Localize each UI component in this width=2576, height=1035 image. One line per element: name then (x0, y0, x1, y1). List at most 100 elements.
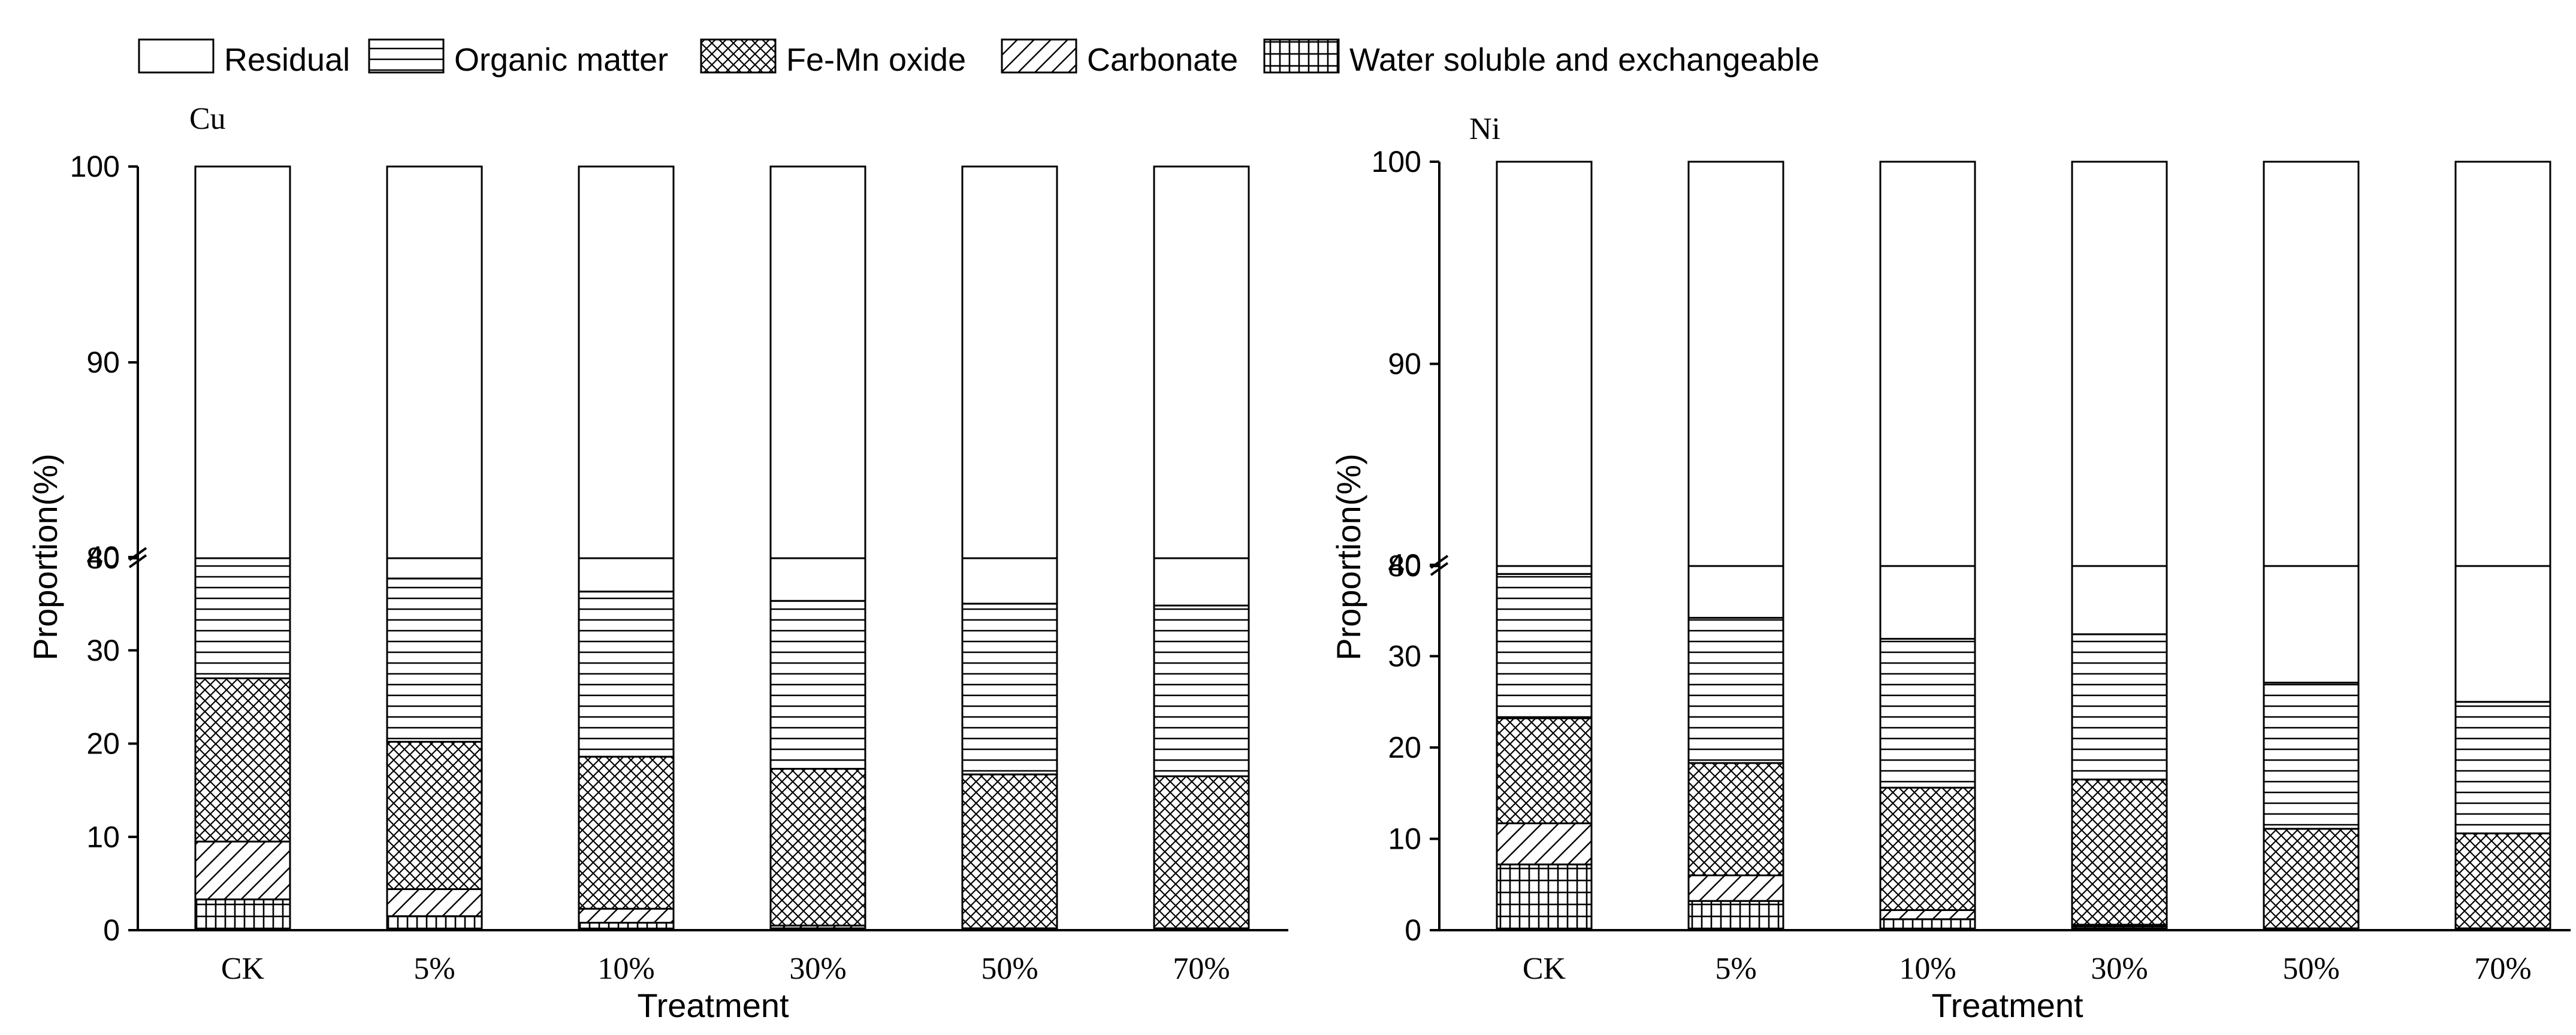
bar-segment-residual (1687, 564, 1784, 619)
bar-30 (769, 165, 866, 931)
x-tick-label: 50% (2282, 952, 2339, 986)
legend-swatch-water-soluble (1263, 38, 1340, 74)
bar-70 (1153, 165, 1250, 931)
y-tick-label-break: 80 (1388, 549, 1421, 583)
y-tick-label: 100 (70, 150, 120, 183)
bar-segment-organic-matter (769, 600, 866, 770)
bar-segment-residual-upper (1496, 161, 1593, 567)
bar-segment-organic-matter (1879, 638, 1976, 789)
bar-segment-organic-matter (1496, 573, 1593, 719)
bar-segment-residual-upper (1687, 161, 1784, 567)
x-tick-label: 5% (413, 952, 455, 986)
y-axis-label: Proportion(%) (26, 453, 64, 660)
x-tick-label: CK (221, 952, 265, 986)
bar-segment-residual (2454, 564, 2551, 703)
bar-segment-residual (769, 556, 866, 602)
bar-segment-fe-mn-oxide (769, 768, 866, 927)
bar-segment-fe-mn-oxide (386, 740, 483, 890)
bar-segment-water-soluble-and-exchangeable (1496, 863, 1593, 931)
x-tick-label: 30% (789, 952, 846, 986)
bar-segment-water-soluble-and-exchangeable (1879, 918, 1976, 931)
x-tick-label: 30% (2091, 952, 2148, 986)
legend: Residual Organic matter Fe-Mn oxide Carb… (138, 38, 1820, 78)
bar-segment-residual-upper (1879, 161, 1976, 567)
x-tick-label: CK (1523, 952, 1566, 986)
y-tick-label: 90 (86, 346, 120, 379)
bar-segment-fe-mn-oxide (1496, 717, 1593, 825)
legend-swatch-carbonate (1001, 38, 1077, 74)
y-tick-label: 0 (103, 913, 120, 947)
bar-segment-organic-matter (1687, 616, 1784, 764)
y-tick-label: 40 (86, 540, 120, 574)
bar-segment-residual (1153, 556, 1250, 607)
legend-swatch-organic-matter (368, 38, 445, 74)
legend-swatch-residual (138, 38, 215, 74)
bar-10 (1879, 161, 1976, 931)
x-tick-label: 10% (597, 952, 654, 986)
bar-segment-residual-upper (386, 165, 483, 559)
bar-30 (2071, 161, 2168, 931)
bar-segment-residual (2071, 564, 2168, 635)
bar-segment-water-soluble-and-exchangeable (194, 898, 291, 931)
bar-segment-carbonate (194, 840, 291, 901)
y-tick-label: 30 (1388, 640, 1421, 673)
bar-5 (386, 165, 483, 931)
bar-segment-residual-upper (1153, 165, 1250, 559)
y-tick-label: 20 (1388, 731, 1421, 764)
bar-segment-water-soluble-and-exchangeable (386, 915, 483, 931)
legend-label-residual: Residual (224, 42, 350, 78)
bar-segment-fe-mn-oxide (2263, 828, 2360, 930)
x-tick-label: 70% (1173, 952, 1230, 986)
y-tick-label: 90 (1388, 347, 1421, 381)
x-axis-label: Treatment (637, 986, 789, 1024)
bar-segment-organic-matter (1153, 604, 1250, 777)
bar-segment-residual-upper (194, 165, 291, 559)
y-tick-label: 0 (1405, 913, 1421, 947)
y-tick-label-break: 80 (86, 541, 120, 575)
bar-50 (961, 165, 1058, 931)
bar-segment-residual (961, 556, 1058, 605)
legend-swatch-fe-mn-oxide (700, 38, 777, 74)
y-tick-label: 10 (1388, 822, 1421, 856)
legend-label-water-soluble: Water soluble and exchangeable (1349, 42, 1820, 78)
bar-5 (1687, 161, 1784, 931)
bar-segment-fe-mn-oxide (1687, 762, 1784, 877)
bar-segment-carbonate (386, 888, 483, 918)
y-tick-label: 100 (1372, 145, 1421, 178)
y-tick-label: 40 (1388, 548, 1421, 582)
legend-label-organic-matter: Organic matter (454, 42, 668, 78)
bar-ck (194, 165, 291, 931)
y-tick-label: 30 (86, 634, 120, 667)
bar-segment-residual (2263, 564, 2360, 684)
bar-segment-organic-matter (2454, 701, 2551, 834)
bar-segment-residual-upper (961, 165, 1058, 559)
bar-segment-fe-mn-oxide (2071, 778, 2168, 926)
bar-segment-organic-matter (961, 603, 1058, 776)
bar-segment-carbonate (578, 907, 675, 924)
x-tick-label: 10% (1899, 952, 1956, 986)
x-tick-label: 50% (981, 952, 1038, 986)
bar-segment-fe-mn-oxide (961, 773, 1058, 930)
y-tick-label: 20 (86, 727, 120, 761)
bar-segment-fe-mn-oxide (1153, 775, 1250, 930)
x-tick-label: 70% (2474, 952, 2531, 986)
legend-item-carbonate: Carbonate (1001, 38, 1238, 78)
bar-segment-residual-upper (578, 165, 675, 559)
legend-label-carbonate: Carbonate (1087, 42, 1238, 78)
bar-70 (2454, 161, 2551, 931)
bar-segment-residual-upper (2071, 161, 2168, 567)
x-axis-label: Treatment (1931, 986, 2083, 1024)
bar-segment-organic-matter (2263, 682, 2360, 830)
bar-segment-carbonate (1687, 874, 1784, 902)
bar-segment-carbonate (1879, 909, 1976, 921)
y-axis-label: Proportion(%) (1330, 453, 1367, 660)
bar-segment-residual-upper (2263, 161, 2360, 567)
y-tick-label: 10 (86, 820, 120, 854)
bar-segment-fe-mn-oxide (578, 755, 675, 910)
chart-title: Ni (1469, 112, 1500, 146)
chart-title: Cu (189, 102, 226, 136)
legend-item-residual: Residual (138, 38, 350, 78)
legend-item-fe-mn-oxide: Fe-Mn oxide (700, 38, 966, 78)
bar-segment-residual (386, 556, 483, 580)
